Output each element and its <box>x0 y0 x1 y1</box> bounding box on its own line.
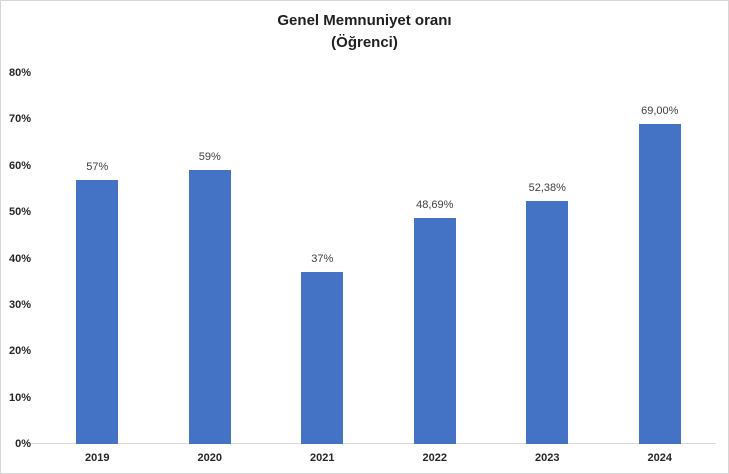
y-axis-label: 40% <box>8 252 31 265</box>
chart-title-line1: Genel Memnuniyet oranı <box>277 12 452 29</box>
y-axis-label: 0% <box>15 438 31 450</box>
y-axis-label: 50% <box>8 206 31 219</box>
bar-value-label: 52,38% <box>528 182 566 195</box>
chart-title: Genel Memnuniyet oranı (Öğrenci) <box>1 10 728 54</box>
y-axis-label: 60% <box>8 159 31 172</box>
y-axis-label: 20% <box>8 345 31 358</box>
bar-2024 <box>638 124 681 444</box>
y-axis-label: 80% <box>8 67 31 79</box>
bar-value-label: 57% <box>86 160 109 173</box>
bar-value-label: 37% <box>311 253 334 266</box>
bar-2020 <box>188 170 231 444</box>
y-axis-label: 10% <box>8 391 31 404</box>
x-axis-label: 2024 <box>647 452 672 464</box>
y-axis-label: 30% <box>8 298 31 311</box>
bar-value-label: 48,69% <box>416 199 454 212</box>
bar-2019 <box>76 179 119 444</box>
bar-value-label: 59% <box>198 151 221 164</box>
x-axis-label: 2021 <box>310 452 335 464</box>
bar-2023 <box>526 201 569 444</box>
x-axis-label: 2022 <box>422 452 447 464</box>
chart-title-line2: (Öğrenci) <box>331 34 398 51</box>
bar-2021 <box>301 272 344 444</box>
x-axis-label: 2023 <box>535 452 560 464</box>
x-axis-label: 2019 <box>85 452 110 464</box>
x-axis-line <box>31 443 716 444</box>
bar-value-label: 69,00% <box>641 105 679 117</box>
bar-2022 <box>413 218 456 444</box>
y-axis-label: 70% <box>8 113 31 126</box>
x-axis-label: 2020 <box>197 452 222 464</box>
